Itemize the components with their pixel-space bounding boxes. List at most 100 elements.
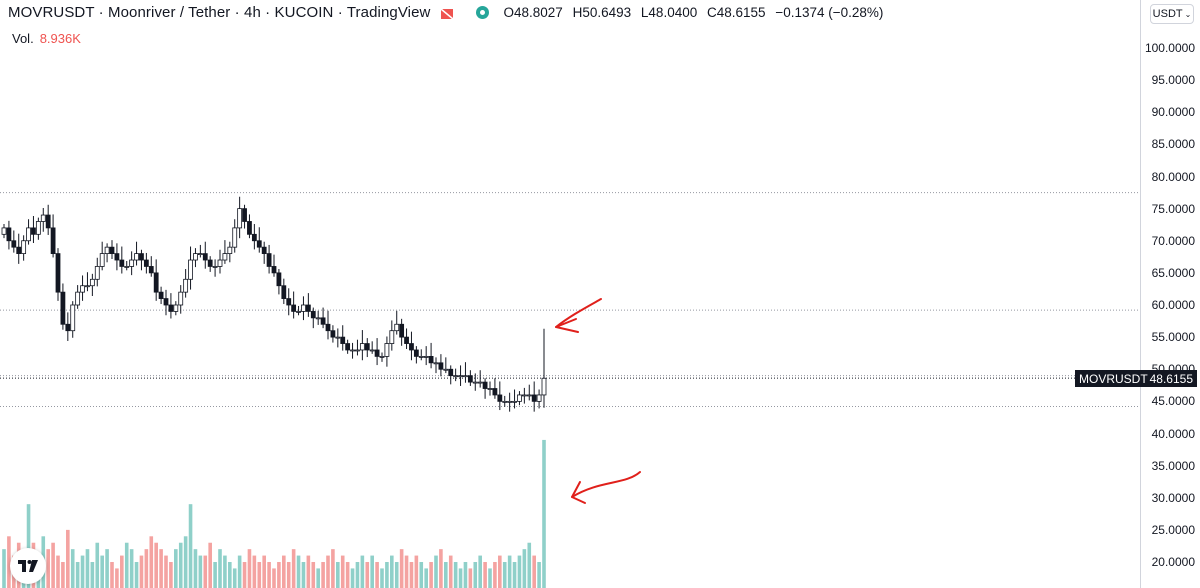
candle-body bbox=[217, 259, 223, 267]
candle-body bbox=[232, 227, 238, 248]
chart-plot-area[interactable] bbox=[0, 0, 1140, 588]
volume-bar bbox=[282, 555, 286, 588]
volume-bar bbox=[331, 549, 335, 588]
candle-body bbox=[197, 253, 203, 256]
candle-body bbox=[423, 355, 429, 358]
candle-body bbox=[517, 394, 522, 402]
candle-body bbox=[477, 381, 483, 384]
candle-body bbox=[531, 394, 537, 402]
volume-bar bbox=[277, 562, 281, 588]
volume-bar bbox=[286, 562, 291, 588]
volume-bar bbox=[247, 549, 252, 588]
volume-bar bbox=[296, 555, 301, 588]
volume-bar bbox=[448, 555, 453, 588]
candle-body bbox=[266, 253, 272, 267]
change-value: −0.1374 (−0.28%) bbox=[775, 5, 884, 20]
market-status-icon[interactable] bbox=[476, 6, 490, 19]
candle-body bbox=[482, 381, 488, 389]
volume-bar bbox=[213, 562, 217, 588]
candle-body bbox=[65, 323, 71, 332]
volume-bar bbox=[463, 562, 468, 588]
candle-body bbox=[467, 375, 473, 383]
volume-bar bbox=[434, 555, 438, 588]
candle-body bbox=[492, 388, 498, 396]
volume-bar bbox=[61, 562, 65, 588]
tradingview-logo-icon[interactable] bbox=[10, 548, 46, 584]
candle-body bbox=[202, 253, 208, 261]
volume-bar bbox=[291, 549, 296, 588]
candle-body bbox=[60, 291, 66, 325]
candle-body bbox=[183, 278, 189, 293]
price-tick-label: 100.0000 bbox=[1144, 41, 1195, 55]
volume-bar bbox=[527, 542, 532, 588]
candle-body bbox=[507, 400, 513, 403]
volume-bar bbox=[326, 555, 330, 588]
candle-body bbox=[94, 266, 100, 280]
volume-bar bbox=[124, 542, 129, 588]
volume-bar bbox=[198, 555, 203, 588]
volume-bar bbox=[242, 562, 247, 588]
candle-body bbox=[247, 221, 252, 235]
candle-body bbox=[487, 388, 493, 390]
volume-bar bbox=[453, 562, 458, 588]
volume-bar bbox=[458, 568, 463, 588]
candle-body bbox=[173, 304, 179, 312]
candle-body bbox=[409, 343, 414, 351]
symbol-title[interactable]: MOVRUSDT · Moonriver / Tether · 4h · KUC… bbox=[8, 4, 431, 21]
volume-bar bbox=[498, 555, 502, 588]
flag-icon[interactable] bbox=[440, 7, 454, 20]
low-value: 48.0400 bbox=[648, 5, 698, 20]
volume-bar bbox=[159, 549, 163, 588]
price-tick-label: 60.0000 bbox=[1151, 298, 1195, 312]
price-tick-label: 75.0000 bbox=[1151, 201, 1195, 216]
candle-body bbox=[139, 253, 144, 261]
volume-bar bbox=[144, 549, 149, 588]
candle-body bbox=[433, 362, 439, 365]
price-tick-label: 70.0000 bbox=[1151, 233, 1195, 248]
annotation-arrowhead-price bbox=[555, 318, 579, 333]
volume-bar bbox=[321, 562, 325, 588]
candle-body bbox=[242, 208, 247, 222]
candle-body bbox=[1, 227, 7, 235]
candle-body bbox=[168, 304, 174, 312]
volume-bar bbox=[139, 555, 144, 588]
candle-body bbox=[512, 400, 517, 403]
volume-bar bbox=[105, 549, 109, 588]
candle-body bbox=[305, 304, 311, 312]
candle-body bbox=[148, 266, 154, 274]
volume-bar bbox=[483, 562, 487, 588]
candle-body bbox=[80, 285, 85, 293]
candle-body bbox=[413, 349, 419, 357]
volume-bar bbox=[473, 562, 478, 588]
candle-body bbox=[271, 266, 277, 274]
price-tick-label: 40.0000 bbox=[1151, 426, 1195, 441]
candle-body bbox=[541, 377, 547, 396]
volume-bar bbox=[385, 562, 389, 588]
candle-body bbox=[193, 253, 198, 261]
volume-bar bbox=[223, 555, 227, 588]
candle-body bbox=[418, 355, 424, 358]
candle-body bbox=[16, 246, 22, 255]
volume-bar bbox=[399, 549, 404, 588]
candle-body bbox=[296, 311, 301, 313]
candle-body bbox=[26, 227, 31, 242]
candle-body bbox=[355, 349, 360, 352]
candle-body bbox=[438, 362, 444, 370]
candle-body bbox=[124, 266, 130, 268]
candle-body bbox=[114, 253, 120, 261]
currency-selector[interactable]: USDT ⌄ bbox=[1150, 4, 1194, 24]
high-value: 50.6493 bbox=[582, 5, 632, 20]
candle-body bbox=[212, 266, 218, 268]
candle-body bbox=[526, 394, 532, 397]
candle-body bbox=[35, 221, 41, 235]
volume-bar bbox=[414, 555, 419, 588]
volume-bar bbox=[488, 568, 492, 588]
candle-body bbox=[330, 330, 336, 338]
candle-body bbox=[428, 355, 434, 364]
volume-bar bbox=[218, 549, 222, 588]
candle-body bbox=[291, 304, 297, 312]
volume-bar bbox=[345, 562, 350, 588]
volume-bar bbox=[355, 562, 360, 588]
price-axis[interactable]: 100.0000 95.0000 90.0000 85.0000 80.0000 75.0… bbox=[1140, 0, 1200, 588]
volume-bar bbox=[340, 555, 345, 588]
